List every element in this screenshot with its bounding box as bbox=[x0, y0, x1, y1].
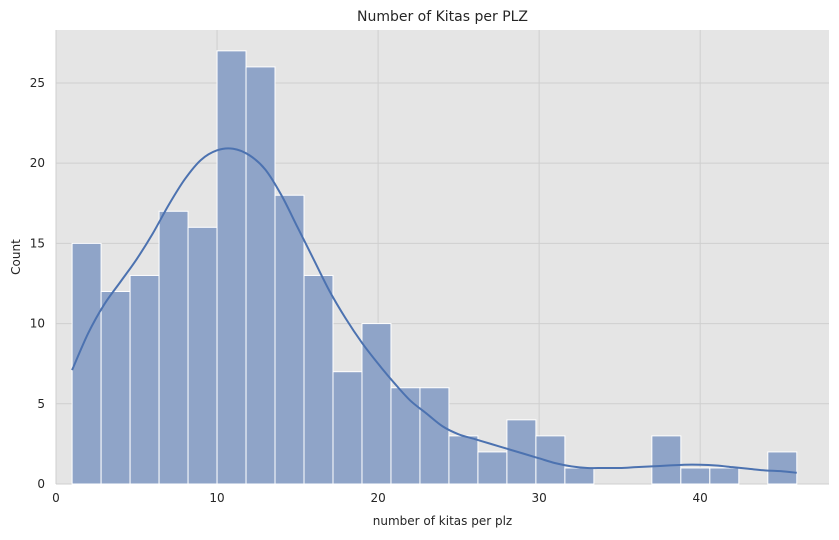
histogram-bar bbox=[71, 242, 102, 485]
y-tick-label: 15 bbox=[30, 236, 45, 250]
chart-title: Number of Kitas per PLZ bbox=[357, 9, 528, 25]
histogram-bar bbox=[390, 387, 421, 485]
ticks-layer: 0 10 20 30 40 0 5 10 15 20 25 bbox=[30, 76, 708, 505]
y-tick-label: 20 bbox=[30, 156, 45, 170]
histogram-bar bbox=[129, 274, 160, 485]
x-axis-label: number of kitas per plz bbox=[373, 514, 512, 528]
histogram-bar bbox=[680, 467, 711, 485]
histogram-bar bbox=[535, 435, 566, 485]
x-tick-label: 20 bbox=[370, 491, 385, 505]
histogram-bar bbox=[158, 210, 189, 485]
histogram-bar bbox=[651, 435, 682, 485]
histogram-bar bbox=[332, 371, 363, 485]
histogram-bar bbox=[274, 194, 305, 485]
histogram-bar bbox=[245, 66, 276, 485]
y-tick-label: 0 bbox=[37, 477, 45, 491]
histogram-bar bbox=[506, 419, 537, 485]
histogram-bar bbox=[709, 467, 740, 485]
bars-layer bbox=[71, 50, 798, 485]
y-tick-label: 25 bbox=[30, 76, 45, 90]
y-tick-label: 5 bbox=[37, 397, 45, 411]
histogram-bar bbox=[477, 451, 508, 485]
histogram-bar bbox=[419, 387, 450, 485]
histogram-bar bbox=[564, 467, 595, 485]
histogram-bar bbox=[303, 274, 334, 485]
y-tick-label: 10 bbox=[30, 317, 45, 331]
histogram-bar bbox=[448, 435, 479, 485]
x-tick-label: 40 bbox=[693, 491, 708, 505]
kde-line bbox=[71, 147, 797, 474]
x-tick-label: 10 bbox=[209, 491, 224, 505]
histogram-bar bbox=[767, 451, 798, 485]
histogram-bar bbox=[216, 50, 247, 485]
x-tick-label: 30 bbox=[531, 491, 546, 505]
histogram-bar bbox=[187, 226, 218, 485]
x-tick-label: 0 bbox=[52, 491, 60, 505]
histogram-bar bbox=[100, 290, 131, 485]
y-axis-label: Count bbox=[9, 239, 23, 275]
